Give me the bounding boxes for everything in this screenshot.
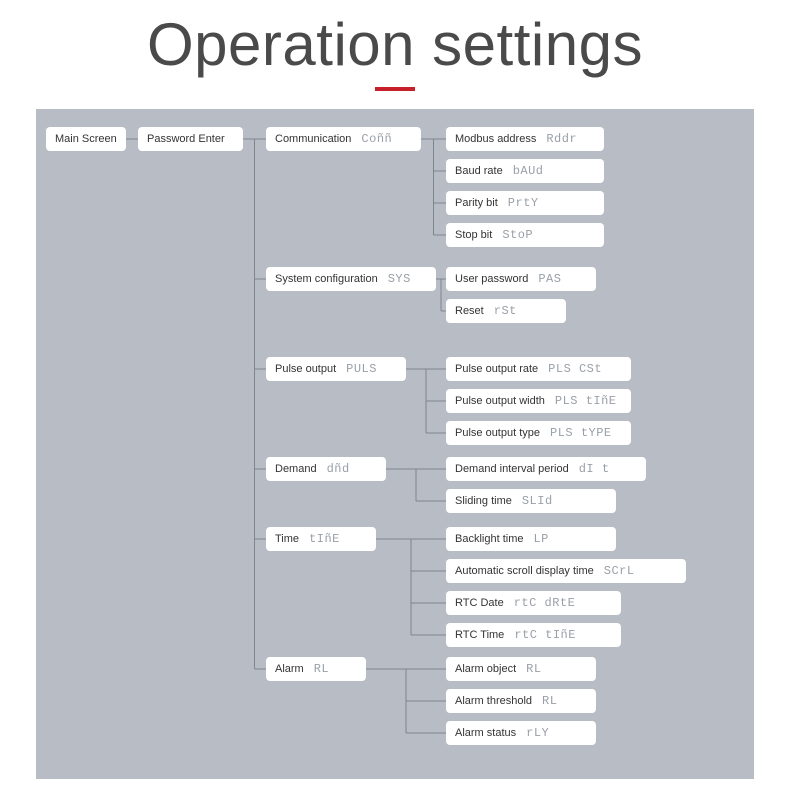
node-label: RTC Time xyxy=(455,628,504,642)
node-code: PrtY xyxy=(508,196,539,210)
node-code: bAUd xyxy=(513,164,544,178)
menu-node-blt: Backlight time LP xyxy=(446,527,616,551)
node-label: Pulse output xyxy=(275,362,336,376)
node-label: Baud rate xyxy=(455,164,503,178)
menu-node-parity: Parity bit PrtY xyxy=(446,191,604,215)
menu-node-slide: Sliding time SLId xyxy=(446,489,616,513)
node-code: PAS xyxy=(538,272,561,286)
node-code: Rddr xyxy=(546,132,577,146)
node-label: Reset xyxy=(455,304,484,318)
node-code: LP xyxy=(533,532,548,546)
node-label: Main Screen xyxy=(55,132,117,146)
menu-node-password: Password Enter xyxy=(138,127,243,151)
menu-node-sys: System configuration SYS xyxy=(266,267,436,291)
node-code: RL xyxy=(314,662,329,676)
node-label: Time xyxy=(275,532,299,546)
node-label: Alarm status xyxy=(455,726,516,740)
node-label: Sliding time xyxy=(455,494,512,508)
node-code: RL xyxy=(542,694,557,708)
node-label: Demand xyxy=(275,462,317,476)
menu-node-dint: Demand interval period dI t xyxy=(446,457,646,481)
connector-lines xyxy=(36,109,754,779)
node-code: RL xyxy=(526,662,541,676)
node-label: System configuration xyxy=(275,272,378,286)
node-label: Alarm xyxy=(275,662,304,676)
node-label: Alarm threshold xyxy=(455,694,532,708)
menu-tree-panel: Main ScreenPassword EnterCommunicationCo… xyxy=(36,109,754,779)
node-code: PULS xyxy=(346,362,377,376)
node-code: SCrL xyxy=(604,564,635,578)
node-label: Backlight time xyxy=(455,532,523,546)
node-label: Pulse output width xyxy=(455,394,545,408)
node-label: Communication xyxy=(275,132,351,146)
menu-node-reset: Reset rSt xyxy=(446,299,566,323)
node-label: Stop bit xyxy=(455,228,492,242)
node-code: tIñE xyxy=(309,532,340,546)
menu-node-time: Time tIñE xyxy=(266,527,376,551)
node-code: rtC dRtE xyxy=(514,596,576,610)
node-code: SYS xyxy=(388,272,411,286)
node-code: rLY xyxy=(526,726,549,740)
node-label: Modbus address xyxy=(455,132,536,146)
page-title: Operation settings xyxy=(0,10,790,79)
node-code: dI t xyxy=(579,462,610,476)
node-label: Alarm object xyxy=(455,662,516,676)
menu-node-asts: Alarm status rLY xyxy=(446,721,596,745)
menu-node-comm: Communication Coññ xyxy=(266,127,421,151)
node-label: RTC Date xyxy=(455,596,504,610)
node-label: Demand interval period xyxy=(455,462,569,476)
menu-node-pwidth: Pulse output width PLS tIñE xyxy=(446,389,631,413)
node-code: SLId xyxy=(522,494,553,508)
menu-node-addr: Modbus address Rddr xyxy=(446,127,604,151)
node-code: PLS CSt xyxy=(548,362,602,376)
node-label: User password xyxy=(455,272,528,286)
menu-node-stop: Stop bit StoP xyxy=(446,223,604,247)
menu-node-alarm: Alarm RL xyxy=(266,657,366,681)
menu-node-scrl: Automatic scroll display time SCrL xyxy=(446,559,686,583)
node-code: StoP xyxy=(502,228,533,242)
title-underline xyxy=(375,87,415,91)
menu-node-prate: Pulse output rate PLS CSt xyxy=(446,357,631,381)
node-label: Automatic scroll display time xyxy=(455,564,594,578)
node-code: PLS tIñE xyxy=(555,394,617,408)
menu-node-demand: Demand dñd xyxy=(266,457,386,481)
menu-node-pulse: Pulse output PULS xyxy=(266,357,406,381)
node-code: PLS tYPE xyxy=(550,426,612,440)
node-label: Password Enter xyxy=(147,132,225,146)
menu-node-rtct: RTC Time rtC tIñE xyxy=(446,623,621,647)
node-label: Parity bit xyxy=(455,196,498,210)
node-code: rSt xyxy=(494,304,517,318)
node-code: rtC tIñE xyxy=(514,628,576,642)
menu-node-rtcd: RTC Date rtC dRtE xyxy=(446,591,621,615)
node-code: dñd xyxy=(327,462,350,476)
menu-node-aobj: Alarm object RL xyxy=(446,657,596,681)
node-code: Coññ xyxy=(361,132,392,146)
node-label: Pulse output type xyxy=(455,426,540,440)
node-label: Pulse output rate xyxy=(455,362,538,376)
menu-node-root: Main Screen xyxy=(46,127,126,151)
menu-node-baud: Baud rate bAUd xyxy=(446,159,604,183)
menu-node-upw: User password PAS xyxy=(446,267,596,291)
menu-node-ptype: Pulse output type PLS tYPE xyxy=(446,421,631,445)
menu-node-athr: Alarm threshold RL xyxy=(446,689,596,713)
